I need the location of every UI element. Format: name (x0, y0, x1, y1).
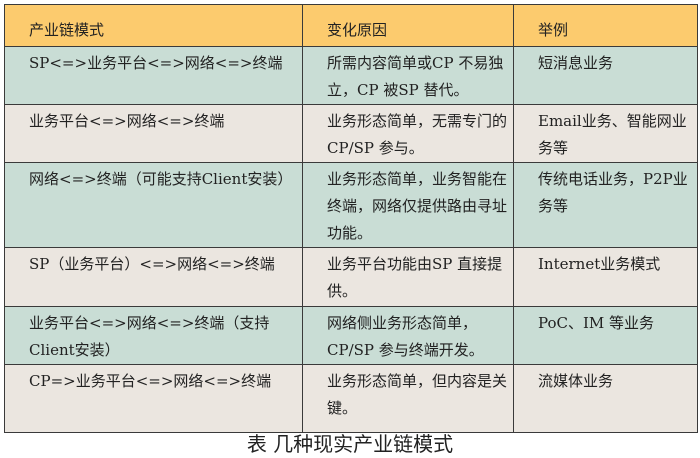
cell-mode: SP（业务平台）<=>网络<=>终端 (4, 247, 303, 307)
cell-mode: CP=>业务平台<=>网络<=>终端 (4, 364, 303, 433)
cell-reason: 业务平台功能由SP 直接提供。 (302, 247, 514, 307)
cell-mode: 网络<=>终端（可能支持Client安装） (4, 162, 303, 248)
header-reason: 变化原因 (302, 4, 514, 47)
header-example: 举例 (513, 4, 698, 47)
table-row: SP<=>业务平台<=>网络<=>终端 所需内容简单或CP 不易独立，CP 被S… (4, 46, 698, 105)
industry-chain-table: 产业链模式 变化原因 举例 SP<=>业务平台<=>网络<=>终端 所需内容简单… (4, 4, 698, 433)
cell-example: 流媒体业务 (513, 364, 698, 433)
cell-example: Internet业务模式 (513, 247, 698, 307)
cell-example: PoC、IM 等业务 (513, 306, 698, 365)
cell-reason: 所需内容简单或CP 不易独立，CP 被SP 替代。 (302, 46, 514, 105)
cell-reason: 业务形态简单，业务智能在终端，网络仅提供路由寻址功能。 (302, 162, 514, 248)
table-row: CP=>业务平台<=>网络<=>终端 业务形态简单，但内容是关键。 流媒体业务 (4, 364, 698, 433)
table-header-row: 产业链模式 变化原因 举例 (4, 4, 698, 47)
table-row: SP（业务平台）<=>网络<=>终端 业务平台功能由SP 直接提供。 Inter… (4, 247, 698, 307)
header-mode: 产业链模式 (4, 4, 303, 47)
cell-reason: 网络侧业务形态简单，CP/SP 参与终端开发。 (302, 306, 514, 365)
cell-example: Email业务、智能网业务等 (513, 104, 698, 163)
table-row: 网络<=>终端（可能支持Client安装） 业务形态简单，业务智能在终端，网络仅… (4, 162, 698, 248)
cell-mode: SP<=>业务平台<=>网络<=>终端 (4, 46, 303, 105)
cell-mode: 业务平台<=>网络<=>终端（支持Client安装） (4, 306, 303, 365)
cell-reason: 业务形态简单，但内容是关键。 (302, 364, 514, 433)
cell-example: 传统电话业务，P2P业务等 (513, 162, 698, 248)
cell-mode: 业务平台<=>网络<=>终端 (4, 104, 303, 163)
cell-example: 短消息业务 (513, 46, 698, 105)
cell-reason: 业务形态简单，无需专门的CP/SP 参与。 (302, 104, 514, 163)
table-row: 业务平台<=>网络<=>终端 业务形态简单，无需专门的CP/SP 参与。 Ema… (4, 104, 698, 163)
table-caption: 表 几种现实产业链模式 (246, 432, 454, 456)
table-row: 业务平台<=>网络<=>终端（支持Client安装） 网络侧业务形态简单，CP/… (4, 306, 698, 365)
